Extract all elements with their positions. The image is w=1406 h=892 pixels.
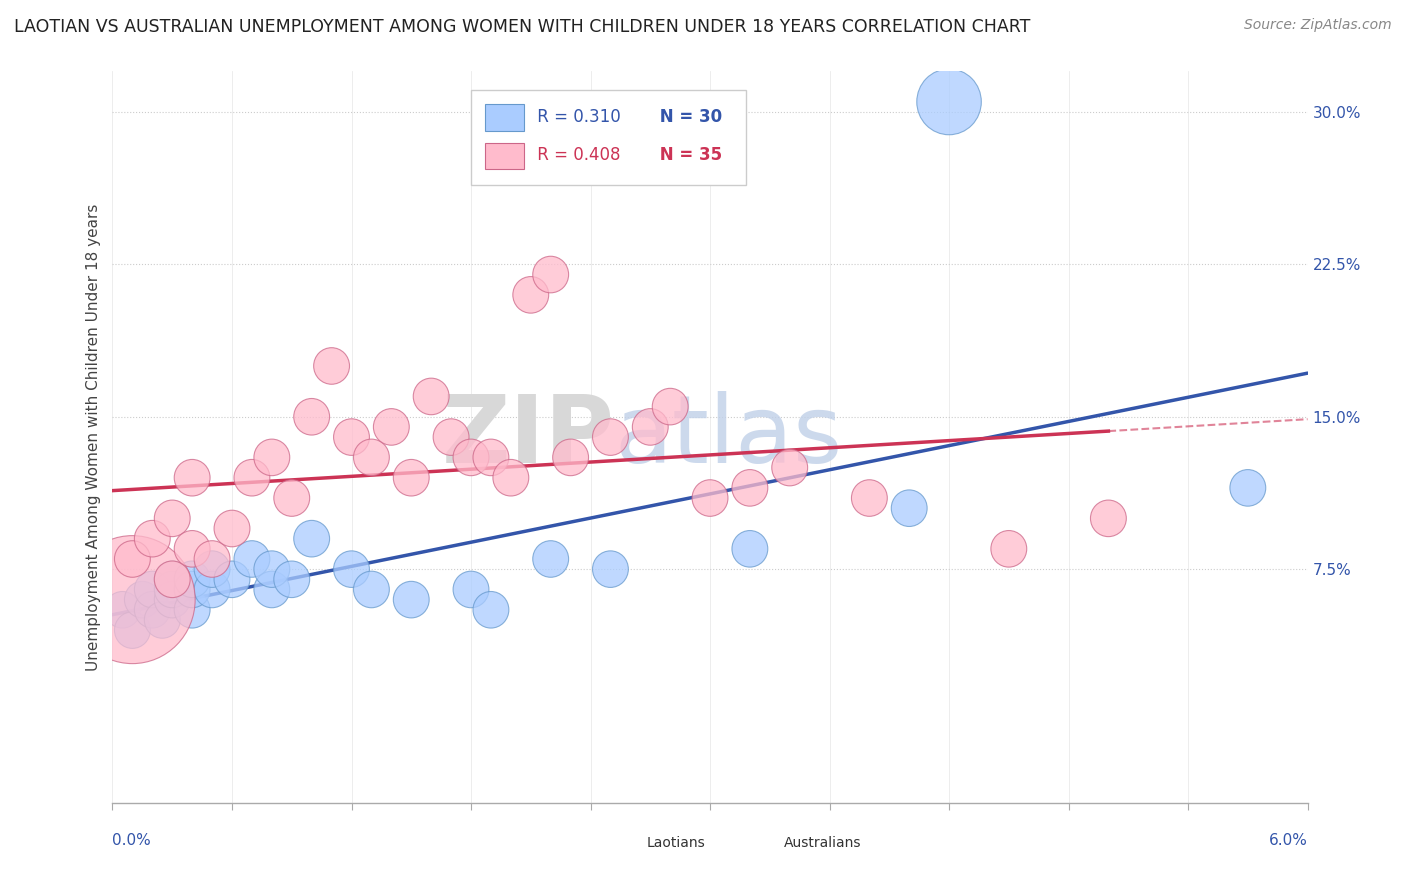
FancyBboxPatch shape: [485, 143, 523, 169]
Ellipse shape: [70, 535, 195, 664]
Ellipse shape: [145, 601, 180, 639]
Text: Laotians: Laotians: [647, 836, 706, 850]
Ellipse shape: [233, 459, 270, 496]
Ellipse shape: [155, 500, 190, 537]
Ellipse shape: [254, 551, 290, 588]
Ellipse shape: [472, 591, 509, 628]
Ellipse shape: [194, 571, 231, 607]
Ellipse shape: [214, 510, 250, 547]
Ellipse shape: [114, 612, 150, 648]
Ellipse shape: [592, 551, 628, 588]
Ellipse shape: [533, 541, 568, 577]
Text: LAOTIAN VS AUSTRALIAN UNEMPLOYMENT AMONG WOMEN WITH CHILDREN UNDER 18 YEARS CORR: LAOTIAN VS AUSTRALIAN UNEMPLOYMENT AMONG…: [14, 18, 1031, 36]
Ellipse shape: [174, 531, 209, 567]
Ellipse shape: [155, 561, 190, 598]
Ellipse shape: [254, 439, 290, 475]
Ellipse shape: [135, 571, 170, 607]
Ellipse shape: [333, 419, 370, 455]
Ellipse shape: [125, 582, 160, 618]
Ellipse shape: [135, 591, 170, 628]
Text: Australians: Australians: [785, 836, 862, 850]
Ellipse shape: [1091, 500, 1126, 537]
Text: R = 0.310: R = 0.310: [531, 108, 620, 126]
Ellipse shape: [533, 256, 568, 293]
Ellipse shape: [233, 541, 270, 577]
Ellipse shape: [214, 561, 250, 598]
Ellipse shape: [991, 531, 1026, 567]
Ellipse shape: [633, 409, 668, 445]
Ellipse shape: [114, 541, 150, 577]
Text: R = 0.408: R = 0.408: [531, 146, 620, 164]
Ellipse shape: [374, 409, 409, 445]
Ellipse shape: [513, 277, 548, 313]
Y-axis label: Unemployment Among Women with Children Under 18 years: Unemployment Among Women with Children U…: [86, 203, 101, 671]
Ellipse shape: [592, 419, 628, 455]
Text: 6.0%: 6.0%: [1268, 833, 1308, 848]
Ellipse shape: [394, 582, 429, 618]
Ellipse shape: [353, 439, 389, 475]
FancyBboxPatch shape: [745, 833, 778, 855]
Ellipse shape: [733, 469, 768, 506]
Ellipse shape: [453, 571, 489, 607]
Text: N = 30: N = 30: [654, 108, 723, 126]
Ellipse shape: [174, 561, 209, 598]
Ellipse shape: [553, 439, 589, 475]
Text: N = 35: N = 35: [654, 146, 723, 164]
Ellipse shape: [174, 459, 209, 496]
Ellipse shape: [294, 399, 329, 435]
FancyBboxPatch shape: [471, 90, 747, 185]
Text: ZIP: ZIP: [441, 391, 614, 483]
Ellipse shape: [155, 571, 190, 607]
Ellipse shape: [274, 561, 309, 598]
Ellipse shape: [314, 348, 350, 384]
Ellipse shape: [174, 591, 209, 628]
FancyBboxPatch shape: [485, 104, 523, 130]
Ellipse shape: [194, 541, 231, 577]
Ellipse shape: [394, 459, 429, 496]
Ellipse shape: [174, 571, 209, 607]
Ellipse shape: [294, 520, 329, 557]
Ellipse shape: [917, 69, 981, 135]
Ellipse shape: [733, 531, 768, 567]
Ellipse shape: [891, 490, 927, 526]
Text: Source: ZipAtlas.com: Source: ZipAtlas.com: [1244, 18, 1392, 32]
Ellipse shape: [155, 561, 190, 598]
Ellipse shape: [652, 388, 688, 425]
Ellipse shape: [254, 571, 290, 607]
Ellipse shape: [413, 378, 449, 415]
Ellipse shape: [194, 551, 231, 588]
Ellipse shape: [692, 480, 728, 516]
Ellipse shape: [274, 480, 309, 516]
Ellipse shape: [772, 450, 807, 486]
Ellipse shape: [852, 480, 887, 516]
Ellipse shape: [472, 439, 509, 475]
Ellipse shape: [333, 551, 370, 588]
Ellipse shape: [1230, 469, 1265, 506]
Ellipse shape: [453, 439, 489, 475]
Text: atlas: atlas: [614, 391, 842, 483]
Ellipse shape: [104, 591, 141, 628]
FancyBboxPatch shape: [607, 833, 640, 855]
Ellipse shape: [135, 520, 170, 557]
Text: 0.0%: 0.0%: [112, 833, 152, 848]
Ellipse shape: [494, 459, 529, 496]
Ellipse shape: [155, 582, 190, 618]
Ellipse shape: [353, 571, 389, 607]
Ellipse shape: [433, 419, 470, 455]
